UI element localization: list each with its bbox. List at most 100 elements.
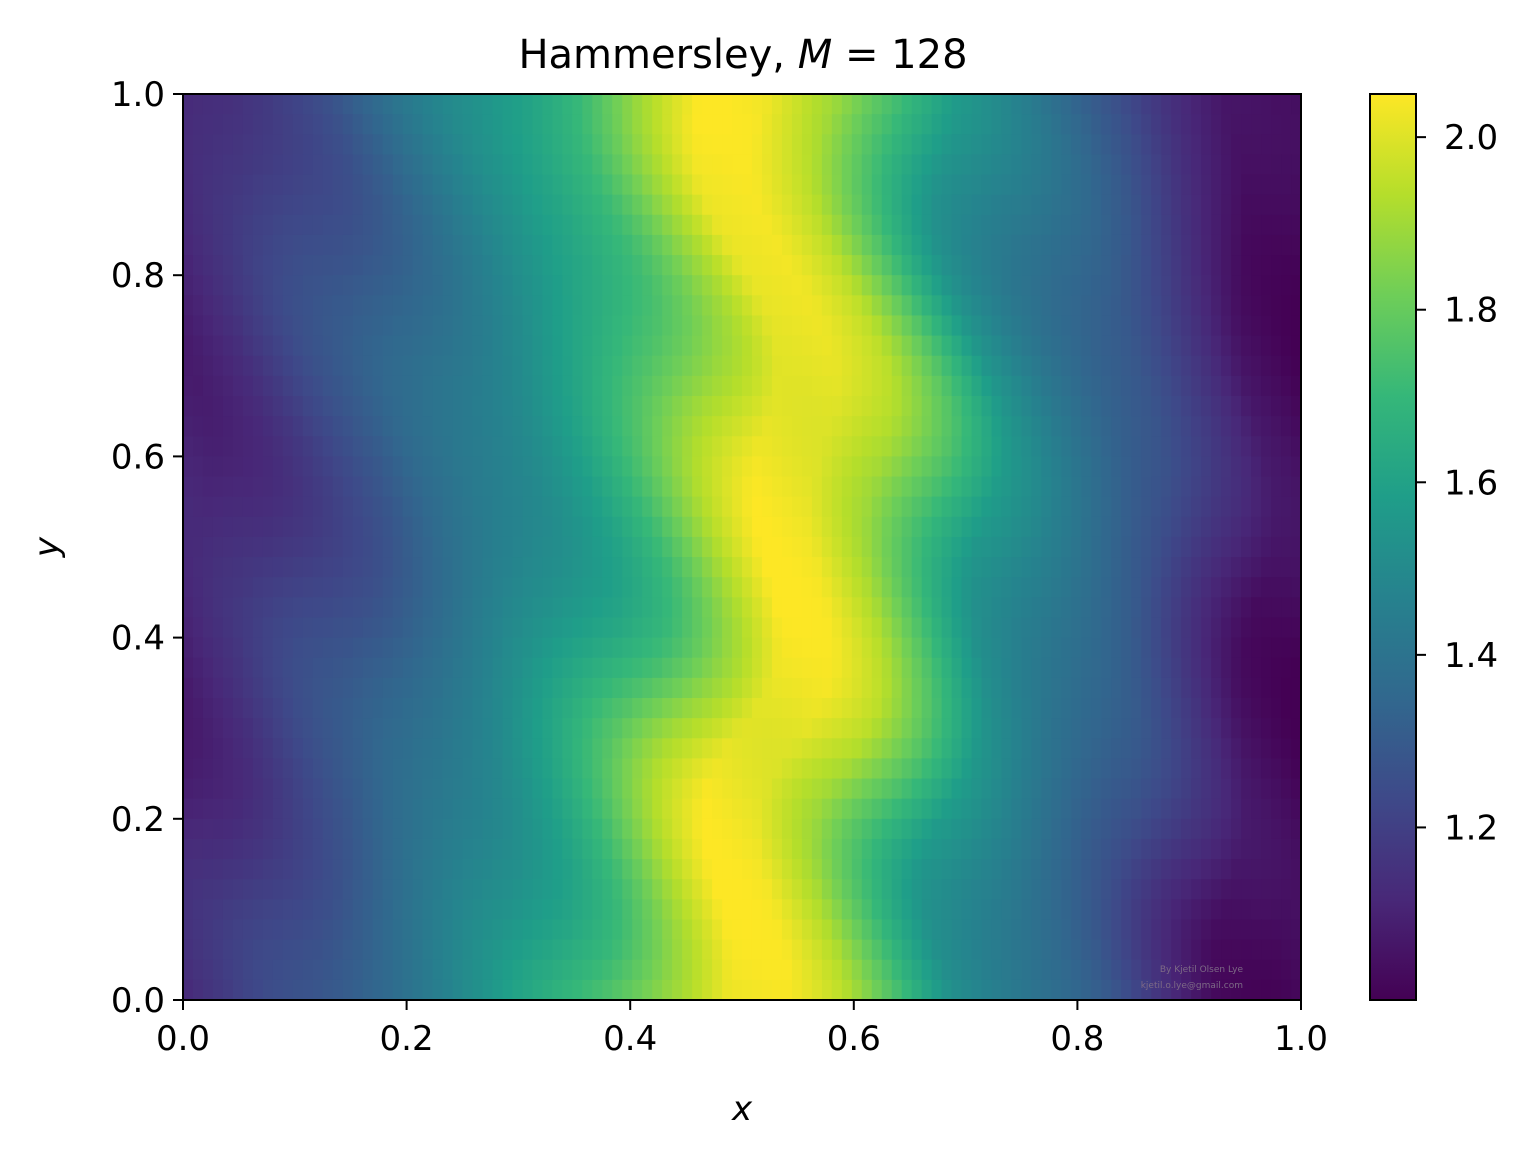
heatmap-cell (1071, 677, 1082, 699)
heatmap-cell (572, 879, 583, 900)
heatmap-cell (302, 859, 314, 880)
heatmap-cell (1181, 355, 1192, 377)
heatmap-cell (811, 496, 823, 518)
heatmap-cell (642, 114, 653, 135)
heatmap-cell (921, 798, 933, 820)
heatmap-cell (482, 416, 494, 437)
heatmap-cell (1261, 214, 1272, 236)
heatmap-cell (771, 778, 783, 800)
heatmap-cell (811, 194, 823, 216)
heatmap-cell (192, 536, 204, 558)
heatmap-cell (372, 476, 384, 498)
heatmap-cell (861, 798, 873, 820)
heatmap-cell (1091, 516, 1102, 538)
heatmap-cell (901, 194, 913, 216)
heatmap-cell (202, 536, 214, 558)
heatmap-cell (1291, 919, 1302, 941)
heatmap-cell (791, 919, 803, 941)
heatmap-cell (202, 557, 214, 578)
heatmap-cell (911, 798, 923, 820)
heatmap-cell (1011, 275, 1023, 296)
heatmap-cell (911, 154, 923, 176)
heatmap-cell (362, 879, 374, 900)
heatmap-cell (771, 838, 783, 860)
heatmap-cell (252, 939, 264, 961)
heatmap-cell (492, 174, 504, 196)
heatmap-cell (1191, 718, 1202, 739)
heatmap-cell (732, 315, 743, 337)
heatmap-cell (761, 416, 773, 437)
heatmap-cell (322, 275, 334, 296)
heatmap-cell (1101, 637, 1112, 659)
heatmap-cell (622, 436, 633, 457)
heatmap-cell (1011, 255, 1023, 276)
heatmap-cell (1041, 375, 1053, 397)
heatmap-cell (422, 375, 434, 397)
heatmap-cell (252, 758, 264, 780)
heatmap-cell (482, 577, 494, 598)
heatmap-cell (1191, 597, 1202, 619)
heatmap-cell (602, 214, 613, 236)
heatmap-cell (622, 516, 633, 538)
heatmap-cell (212, 597, 224, 619)
heatmap-cell (332, 496, 344, 518)
heatmap-cell (582, 577, 593, 598)
heatmap-cell (971, 637, 983, 659)
heatmap-cell (682, 94, 693, 115)
heatmap-cell (382, 919, 394, 941)
heatmap-cell (462, 536, 474, 558)
heatmap-cell (1151, 617, 1162, 639)
heatmap-cell (532, 234, 543, 256)
heatmap-cell (771, 657, 783, 679)
heatmap-cell (612, 154, 623, 176)
heatmap-cell (781, 375, 793, 397)
heatmap-cell (971, 214, 983, 236)
heatmap-cell (632, 698, 643, 719)
heatmap-cell (342, 114, 354, 135)
heatmap-cell (372, 396, 384, 417)
heatmap-cell (452, 637, 464, 659)
heatmap-cell (1151, 194, 1162, 216)
heatmap-cell (1141, 577, 1152, 598)
heatmap-cell (1281, 154, 1292, 176)
heatmap-cell (242, 577, 254, 598)
heatmap-cell (1101, 838, 1112, 860)
heatmap-cell (1081, 516, 1092, 538)
heatmap-cell (562, 315, 573, 337)
heatmap-cell (901, 698, 913, 719)
heatmap-cell (612, 617, 623, 639)
heatmap-cell (362, 315, 374, 337)
heatmap-cell (432, 516, 444, 538)
heatmap-cell (492, 456, 504, 478)
heatmap-cell (1141, 114, 1152, 135)
heatmap-cell (1201, 899, 1212, 921)
heatmap-cell (1091, 879, 1102, 900)
heatmap-cell (542, 396, 553, 417)
heatmap-cell (1081, 859, 1092, 880)
heatmap-cell (1111, 436, 1122, 457)
heatmap-cell (682, 355, 693, 377)
heatmap-cell (891, 194, 903, 216)
heatmap-cell (402, 355, 414, 377)
heatmap-cell (322, 315, 334, 337)
heatmap-cell (702, 436, 713, 457)
heatmap-cell (402, 536, 414, 558)
heatmap-cell (352, 939, 364, 961)
heatmap-cell (542, 335, 553, 357)
heatmap-cell (1191, 657, 1202, 679)
heatmap-cell (742, 859, 753, 880)
heatmap-cell (702, 315, 713, 337)
heatmap-cell (1181, 295, 1192, 317)
heatmap-cell (781, 979, 793, 1001)
heatmap-cell (482, 516, 494, 538)
heatmap-cell (552, 919, 563, 941)
heatmap-cell (1181, 194, 1192, 216)
heatmap-cell (442, 375, 454, 397)
heatmap-cell (1281, 375, 1292, 397)
heatmap-cell (412, 496, 424, 518)
heatmap-cell (1061, 919, 1073, 941)
heatmap-cell (1101, 557, 1112, 578)
heatmap-cell (232, 698, 244, 719)
heatmap-cell (971, 275, 983, 296)
heatmap-cell (712, 516, 723, 538)
